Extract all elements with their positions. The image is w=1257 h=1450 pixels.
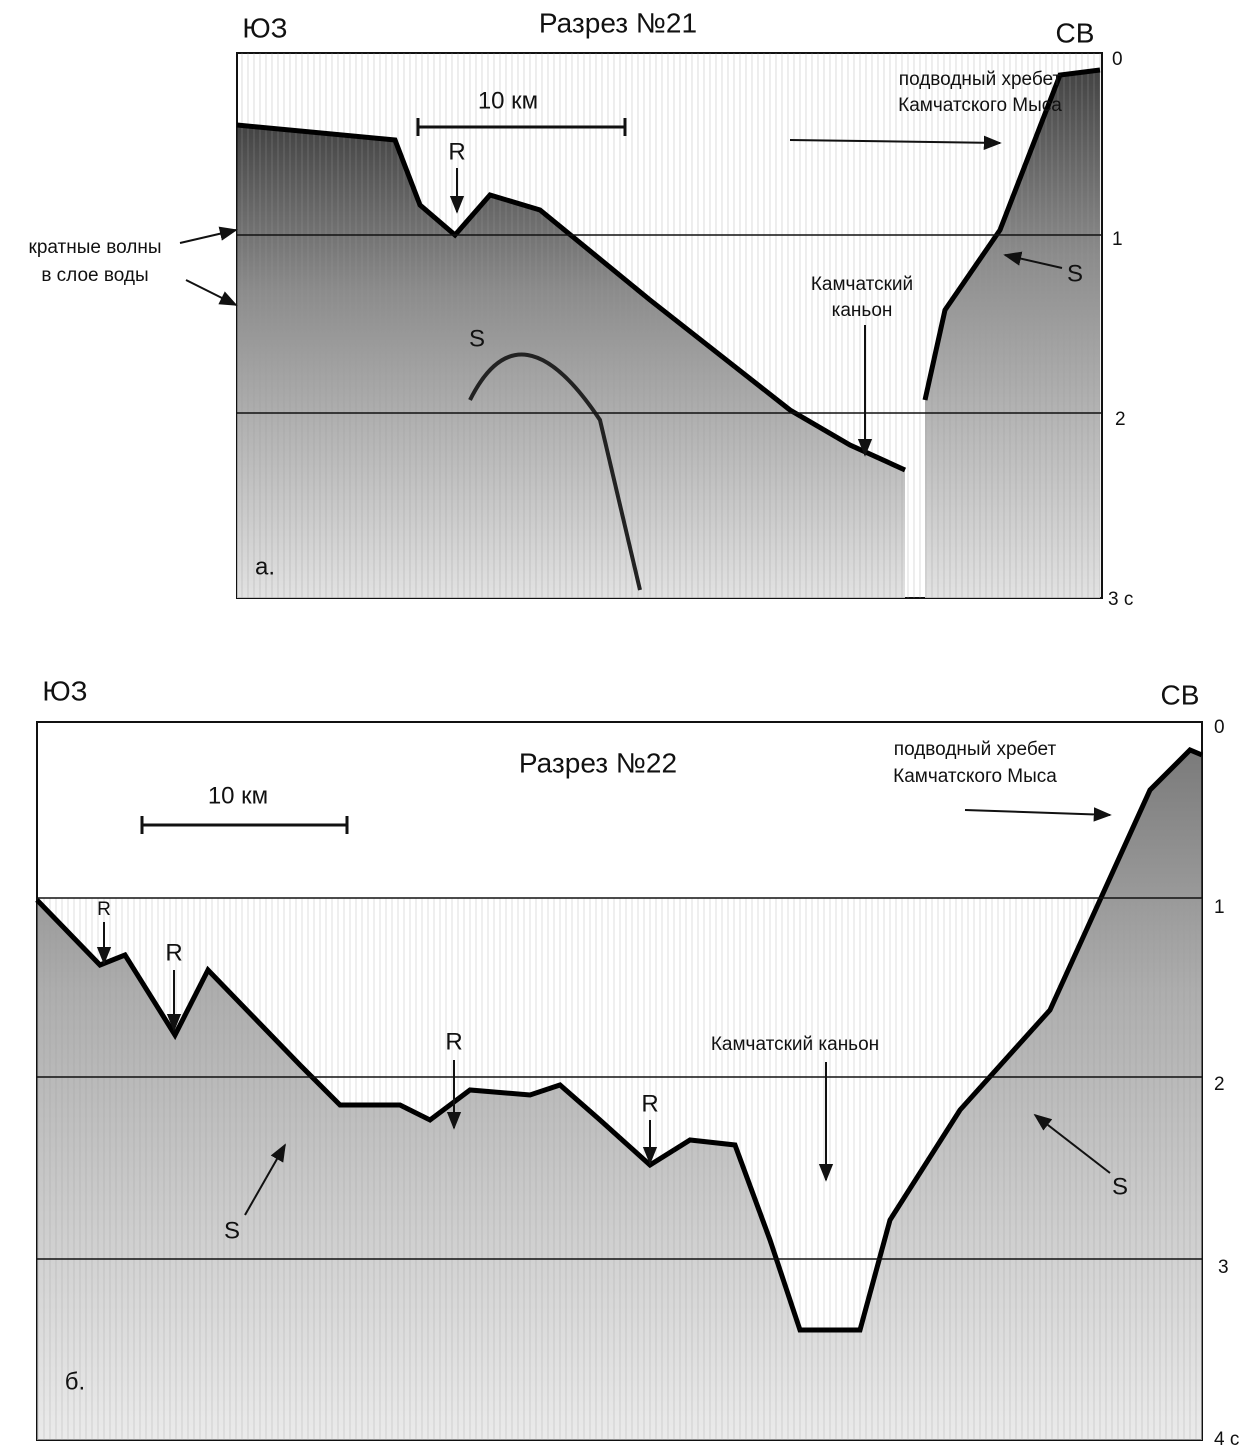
time-label: 3 [1218, 1257, 1229, 1278]
annotation: в слое воды [41, 265, 148, 286]
time-label: 1 [1112, 229, 1123, 250]
scale-label: 10 км [208, 782, 268, 809]
time-label: 0 [1112, 49, 1123, 70]
panel-label: б. [65, 1368, 85, 1395]
direction-label: СВ [1056, 17, 1095, 48]
time-label: 3 с [1108, 589, 1133, 610]
arrow [789, 135, 1002, 150]
reflector-label: R [448, 138, 465, 165]
reflector-label: S [469, 325, 485, 352]
reflector-label: S [1112, 1173, 1128, 1200]
panel-label: а. [255, 553, 275, 580]
reflector-label: R [165, 939, 182, 966]
direction-label: ЮЗ [242, 12, 287, 43]
time-label: 1 [1214, 897, 1225, 918]
seafloor [35, 747, 1203, 1333]
reflector-label: S [224, 1217, 240, 1244]
reflector-label: R [97, 899, 111, 920]
arrow [185, 279, 238, 306]
reflector-s [468, 352, 642, 591]
panel-a: ЮЗ Разрез №21 СВ 10 км подводный хребет … [29, 7, 1134, 610]
time-label: 0 [1214, 717, 1225, 738]
reflector-label: R [445, 1028, 462, 1055]
direction-label: ЮЗ [42, 675, 87, 706]
panel-title: Разрез №22 [519, 747, 677, 778]
arrow [1003, 251, 1063, 269]
annotation: Камчатского Мыса [898, 95, 1062, 116]
annotation: кратные волны [29, 237, 162, 258]
reflector-label: S [1067, 260, 1083, 287]
time-label: 2 [1214, 1074, 1225, 1095]
annotation: подводный хребет [894, 739, 1057, 760]
panel-title: Разрез №21 [539, 7, 697, 38]
annotation: подводный хребет [899, 69, 1062, 90]
seafloor [236, 122, 907, 473]
scale-label: 10 км [478, 87, 538, 114]
noise [37, 898, 1202, 1440]
time-label: 4 с [1214, 1429, 1239, 1450]
panel-b: ЮЗ СВ Разрез №22 10 км подводный хребет … [35, 675, 1239, 1450]
arrow [1033, 1113, 1111, 1174]
arrow [964, 807, 1112, 822]
time-label: 2 [1115, 409, 1126, 430]
arrow [244, 1143, 286, 1216]
annotation: каньон [832, 300, 893, 321]
annotation: Камчатский каньон [711, 1034, 879, 1055]
annotation: Камчатского Мыса [893, 766, 1057, 787]
noise [237, 53, 1102, 598]
ridge-surface [922, 67, 1101, 401]
annotation: Камчатский [811, 274, 913, 295]
direction-label: СВ [1161, 679, 1200, 710]
reflector-label: R [641, 1090, 658, 1117]
arrow [179, 226, 238, 244]
